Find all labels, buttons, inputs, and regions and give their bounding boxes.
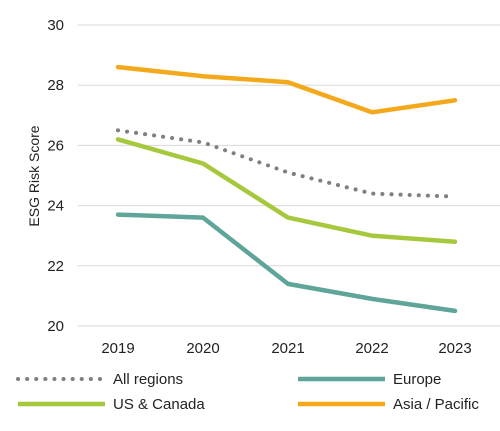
series-line-asia-pacific <box>115 64 458 115</box>
series-line-europe <box>115 212 458 314</box>
legend-label-all-regions: All regions <box>113 371 183 388</box>
x-axis-ticks: 2019 2020 2021 2022 2023 <box>101 340 471 357</box>
series-lines <box>115 64 458 314</box>
y-axis-ticks: 20 22 24 26 28 30 <box>47 17 64 335</box>
gridlines <box>78 24 500 327</box>
series-line-all-regions <box>116 128 457 199</box>
legend-label-europe: Europe <box>393 371 441 388</box>
y-tick-label: 26 <box>47 137 64 154</box>
x-tick-label: 2020 <box>186 340 219 357</box>
legend-label-us-canada: US & Canada <box>113 396 205 413</box>
y-tick-label: 22 <box>47 258 64 275</box>
y-tick-label: 24 <box>47 198 64 215</box>
y-tick-label: 20 <box>47 318 64 335</box>
x-tick-label: 2019 <box>101 340 134 357</box>
legend-label-asia-pacific: Asia / Pacific <box>393 396 479 413</box>
series-line-us-canada <box>115 137 458 244</box>
y-axis-title: ESG Risk Score <box>26 125 42 226</box>
legend: All regions Europe US & Canada Asia / Pacif… <box>16 371 479 413</box>
y-tick-label: 30 <box>47 17 64 34</box>
x-tick-label: 2021 <box>271 340 304 357</box>
y-tick-label: 28 <box>47 77 64 94</box>
x-tick-label: 2023 <box>438 340 471 357</box>
x-tick-label: 2022 <box>355 340 388 357</box>
